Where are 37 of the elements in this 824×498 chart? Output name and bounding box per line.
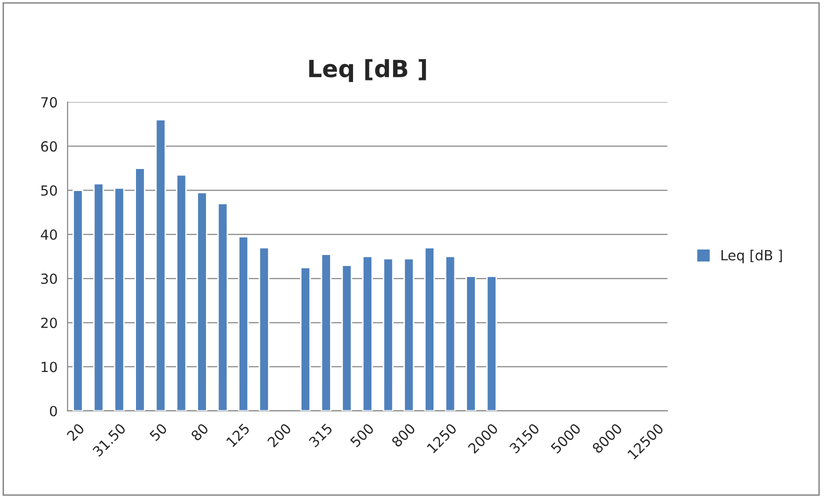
bar <box>176 174 187 411</box>
bar <box>341 264 352 411</box>
bar <box>258 246 270 411</box>
y-tick-label: 30 <box>41 273 57 284</box>
bar <box>114 187 125 411</box>
bar <box>134 168 146 411</box>
bar <box>155 119 166 411</box>
y-tick-label: 0 <box>50 406 57 416</box>
bar <box>404 258 414 411</box>
x-tick-label: 125 <box>226 422 250 448</box>
chart-title: Leq [dB ] <box>309 59 426 82</box>
bar <box>362 256 373 411</box>
bar <box>382 258 394 411</box>
y-tick-label: 10 <box>42 362 57 372</box>
x-tick-label: 800 <box>390 422 416 448</box>
y-tick-label: 20 <box>41 318 57 328</box>
x-tick-label: 80 <box>190 422 209 442</box>
bar <box>300 266 311 411</box>
y-tick-label: 70 <box>41 97 57 108</box>
y-tick-label: 40 <box>40 229 57 240</box>
bar <box>238 236 249 411</box>
x-tick-label: 50 <box>149 422 168 442</box>
bar <box>424 246 435 411</box>
bar <box>466 276 476 411</box>
x-tick-label: 500 <box>350 422 374 448</box>
bar <box>486 276 497 411</box>
bar <box>93 182 104 411</box>
bar <box>72 190 84 411</box>
y-tick-label: 60 <box>41 141 57 152</box>
legend-label: Leq [dB ] <box>722 250 782 264</box>
bar <box>320 254 332 411</box>
y-tick-label: 50 <box>41 185 57 196</box>
bar <box>196 192 208 411</box>
x-tick-label: 20 <box>66 422 85 442</box>
x-tick-label: 200 <box>266 422 292 448</box>
bar <box>444 256 456 411</box>
bar <box>217 202 228 411</box>
